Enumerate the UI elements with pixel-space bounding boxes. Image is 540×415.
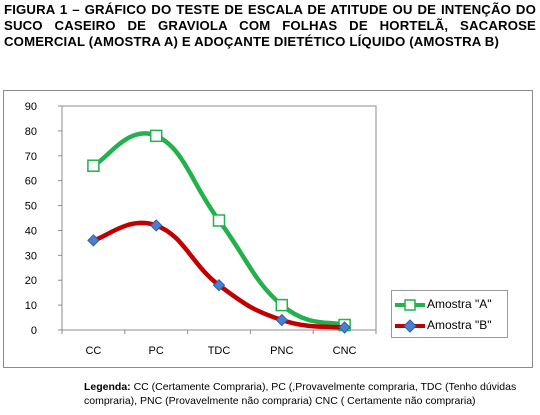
x-tick-label: CNC xyxy=(333,345,357,357)
data-point-amostra-b xyxy=(338,321,351,334)
legend-item-amostra-b: Amostra "B" xyxy=(392,317,509,335)
legend-swatch-amostra-a xyxy=(395,299,425,311)
y-tick-label: 60 xyxy=(25,176,37,188)
data-point-amostra-a xyxy=(149,129,163,143)
legend-swatch-amostra-b xyxy=(395,319,425,333)
data-point-amostra-b xyxy=(149,219,163,232)
legend-note-label: Legenda: xyxy=(84,381,131,393)
data-point-amostra-b xyxy=(275,313,289,327)
x-tick-label: PC xyxy=(149,345,164,357)
x-tick-label: CC xyxy=(85,345,101,357)
data-point-amostra-a xyxy=(212,214,226,227)
line-chart: 0 10 20 30 40 50 60 70 80 90 CC PC TDC PNC CNC xyxy=(25,101,377,357)
legend-label-amostra-a: Amostra "A" xyxy=(427,297,492,311)
figure-caption: FIGURA 1 – GRÁFICO DO TESTE DE ESCALA DE… xyxy=(4,2,536,49)
y-tick-label: 20 xyxy=(25,275,37,287)
x-tick-label: PNC xyxy=(270,345,293,357)
data-point-amostra-b xyxy=(212,278,226,292)
chart-legend: Amostra "A" Amostra "B" xyxy=(391,290,508,338)
legend-label-amostra-b: Amostra "B" xyxy=(427,318,492,332)
y-tick-label: 40 xyxy=(25,225,37,237)
data-point-amostra-b xyxy=(87,234,100,247)
data-point-amostra-a xyxy=(275,298,289,312)
data-point-amostra-a xyxy=(87,159,100,172)
y-tick-label: 50 xyxy=(25,201,37,213)
y-tick-label: 30 xyxy=(25,250,37,262)
legend-note: Legenda: CC (Certamente Compraria), PC (… xyxy=(84,380,534,408)
y-tick-label: 0 xyxy=(31,325,37,337)
y-tick-label: 70 xyxy=(25,151,37,163)
y-tick-label: 80 xyxy=(25,126,37,138)
y-tick-label: 10 xyxy=(25,300,37,312)
y-tick-label: 90 xyxy=(25,101,37,113)
x-tick-label: TDC xyxy=(208,345,231,357)
legend-item-amostra-a: Amostra "A" xyxy=(392,296,509,314)
chart-frame: 0 10 20 30 40 50 60 70 80 90 CC PC TDC PNC CNC Amostra… xyxy=(3,90,533,368)
legend-note-text: CC (Certamente Compraria), PC (,Provavel… xyxy=(84,381,517,407)
